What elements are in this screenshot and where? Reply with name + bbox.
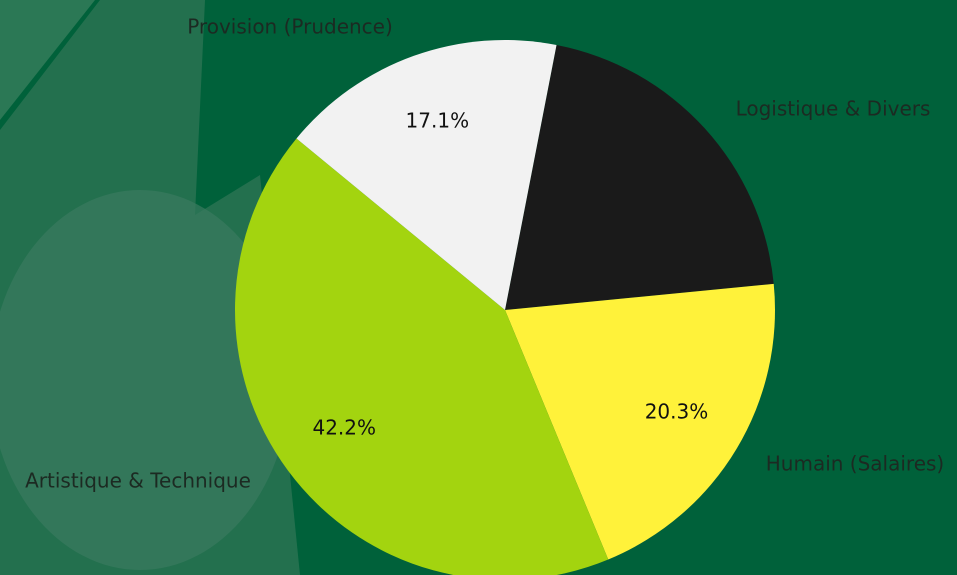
slice-value-label: 20.3% bbox=[645, 399, 709, 423]
slice-value-label: 42.2% bbox=[312, 416, 376, 440]
slice-category-label: Provision (Prudence) bbox=[187, 15, 393, 39]
slice-category-label: Logistique & Divers bbox=[736, 97, 931, 121]
slice-category-label: Artistique & Technique bbox=[25, 469, 251, 493]
slice-value-label: 17.1% bbox=[406, 108, 470, 132]
chart: Logistique & Divers 20.3% Humain (Salaires… bbox=[0, 0, 957, 575]
slice-category-label: Humain (Salaires) bbox=[766, 452, 944, 476]
